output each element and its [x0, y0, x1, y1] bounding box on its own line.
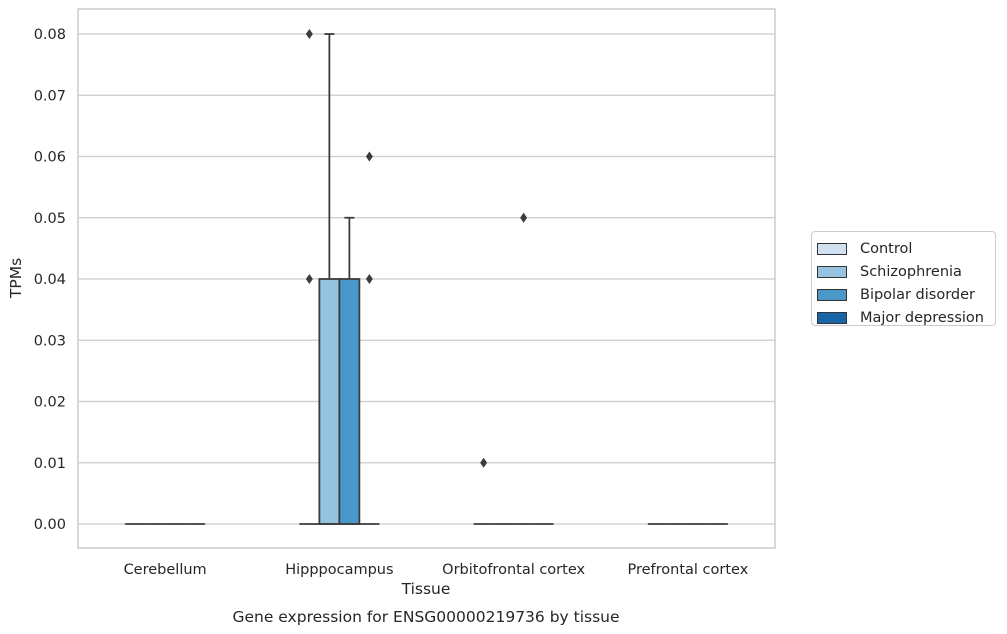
legend-label: Control [860, 240, 913, 257]
legend-label: Schizophrenia [860, 263, 962, 280]
y-tick-labels: 0.00 0.01 0.02 0.03 0.04 0.05 0.06 0.07 0.08 [34, 27, 66, 533]
legend-item: Schizophrenia [817, 260, 995, 283]
outlier-point [365, 151, 373, 162]
y-tick-label: 0.00 [34, 517, 66, 533]
y-axis-label: TPMs [7, 258, 25, 299]
x-tick-label: Orbitofrontal cortex [442, 562, 585, 578]
chart-caption: Gene expression for ENSG00000219736 by t… [232, 608, 619, 626]
y-tick-label: 0.05 [34, 211, 66, 227]
y-tick-label: 0.07 [34, 88, 66, 104]
legend-swatch [817, 288, 847, 301]
outlier-point [305, 29, 313, 39]
box [338, 278, 361, 525]
y-tick-label: 0.03 [34, 333, 66, 349]
y-tick-label: 0.01 [34, 456, 66, 472]
x-tick-label: Hipppocampus [285, 562, 393, 578]
gridlines [78, 33, 775, 525]
x-tick-label: Cerebellum [124, 562, 207, 578]
legend-swatch [817, 242, 847, 255]
legend: Control Schizophrenia Bipolar disorder Majo… [811, 231, 996, 326]
legend-item: Control [817, 237, 995, 260]
legend-label: Major depression [860, 309, 984, 326]
legend-swatch [817, 311, 847, 324]
x-tick-labels: Cerebellum Hipppocampus Orbitofrontal cort… [124, 562, 749, 578]
outlier-point [305, 274, 313, 284]
box-marks [125, 29, 728, 525]
x-axis-label: Tissue [401, 580, 451, 598]
x-tick-label: Prefrontal cortex [627, 562, 748, 578]
y-tick-label: 0.06 [34, 150, 66, 166]
outlier-point [365, 274, 373, 284]
legend-swatch [817, 265, 847, 278]
outlier-point [480, 457, 488, 468]
box [318, 278, 341, 525]
legend-label: Bipolar disorder [860, 286, 975, 303]
y-tick-label: 0.08 [34, 27, 66, 43]
y-tick-label: 0.04 [34, 272, 66, 288]
y-tick-label: 0.02 [34, 395, 66, 411]
plot-frame [77, 8, 776, 549]
legend-item: Bipolar disorder [817, 283, 995, 306]
legend-item: Major depression [817, 306, 995, 329]
outlier-point [520, 212, 528, 223]
